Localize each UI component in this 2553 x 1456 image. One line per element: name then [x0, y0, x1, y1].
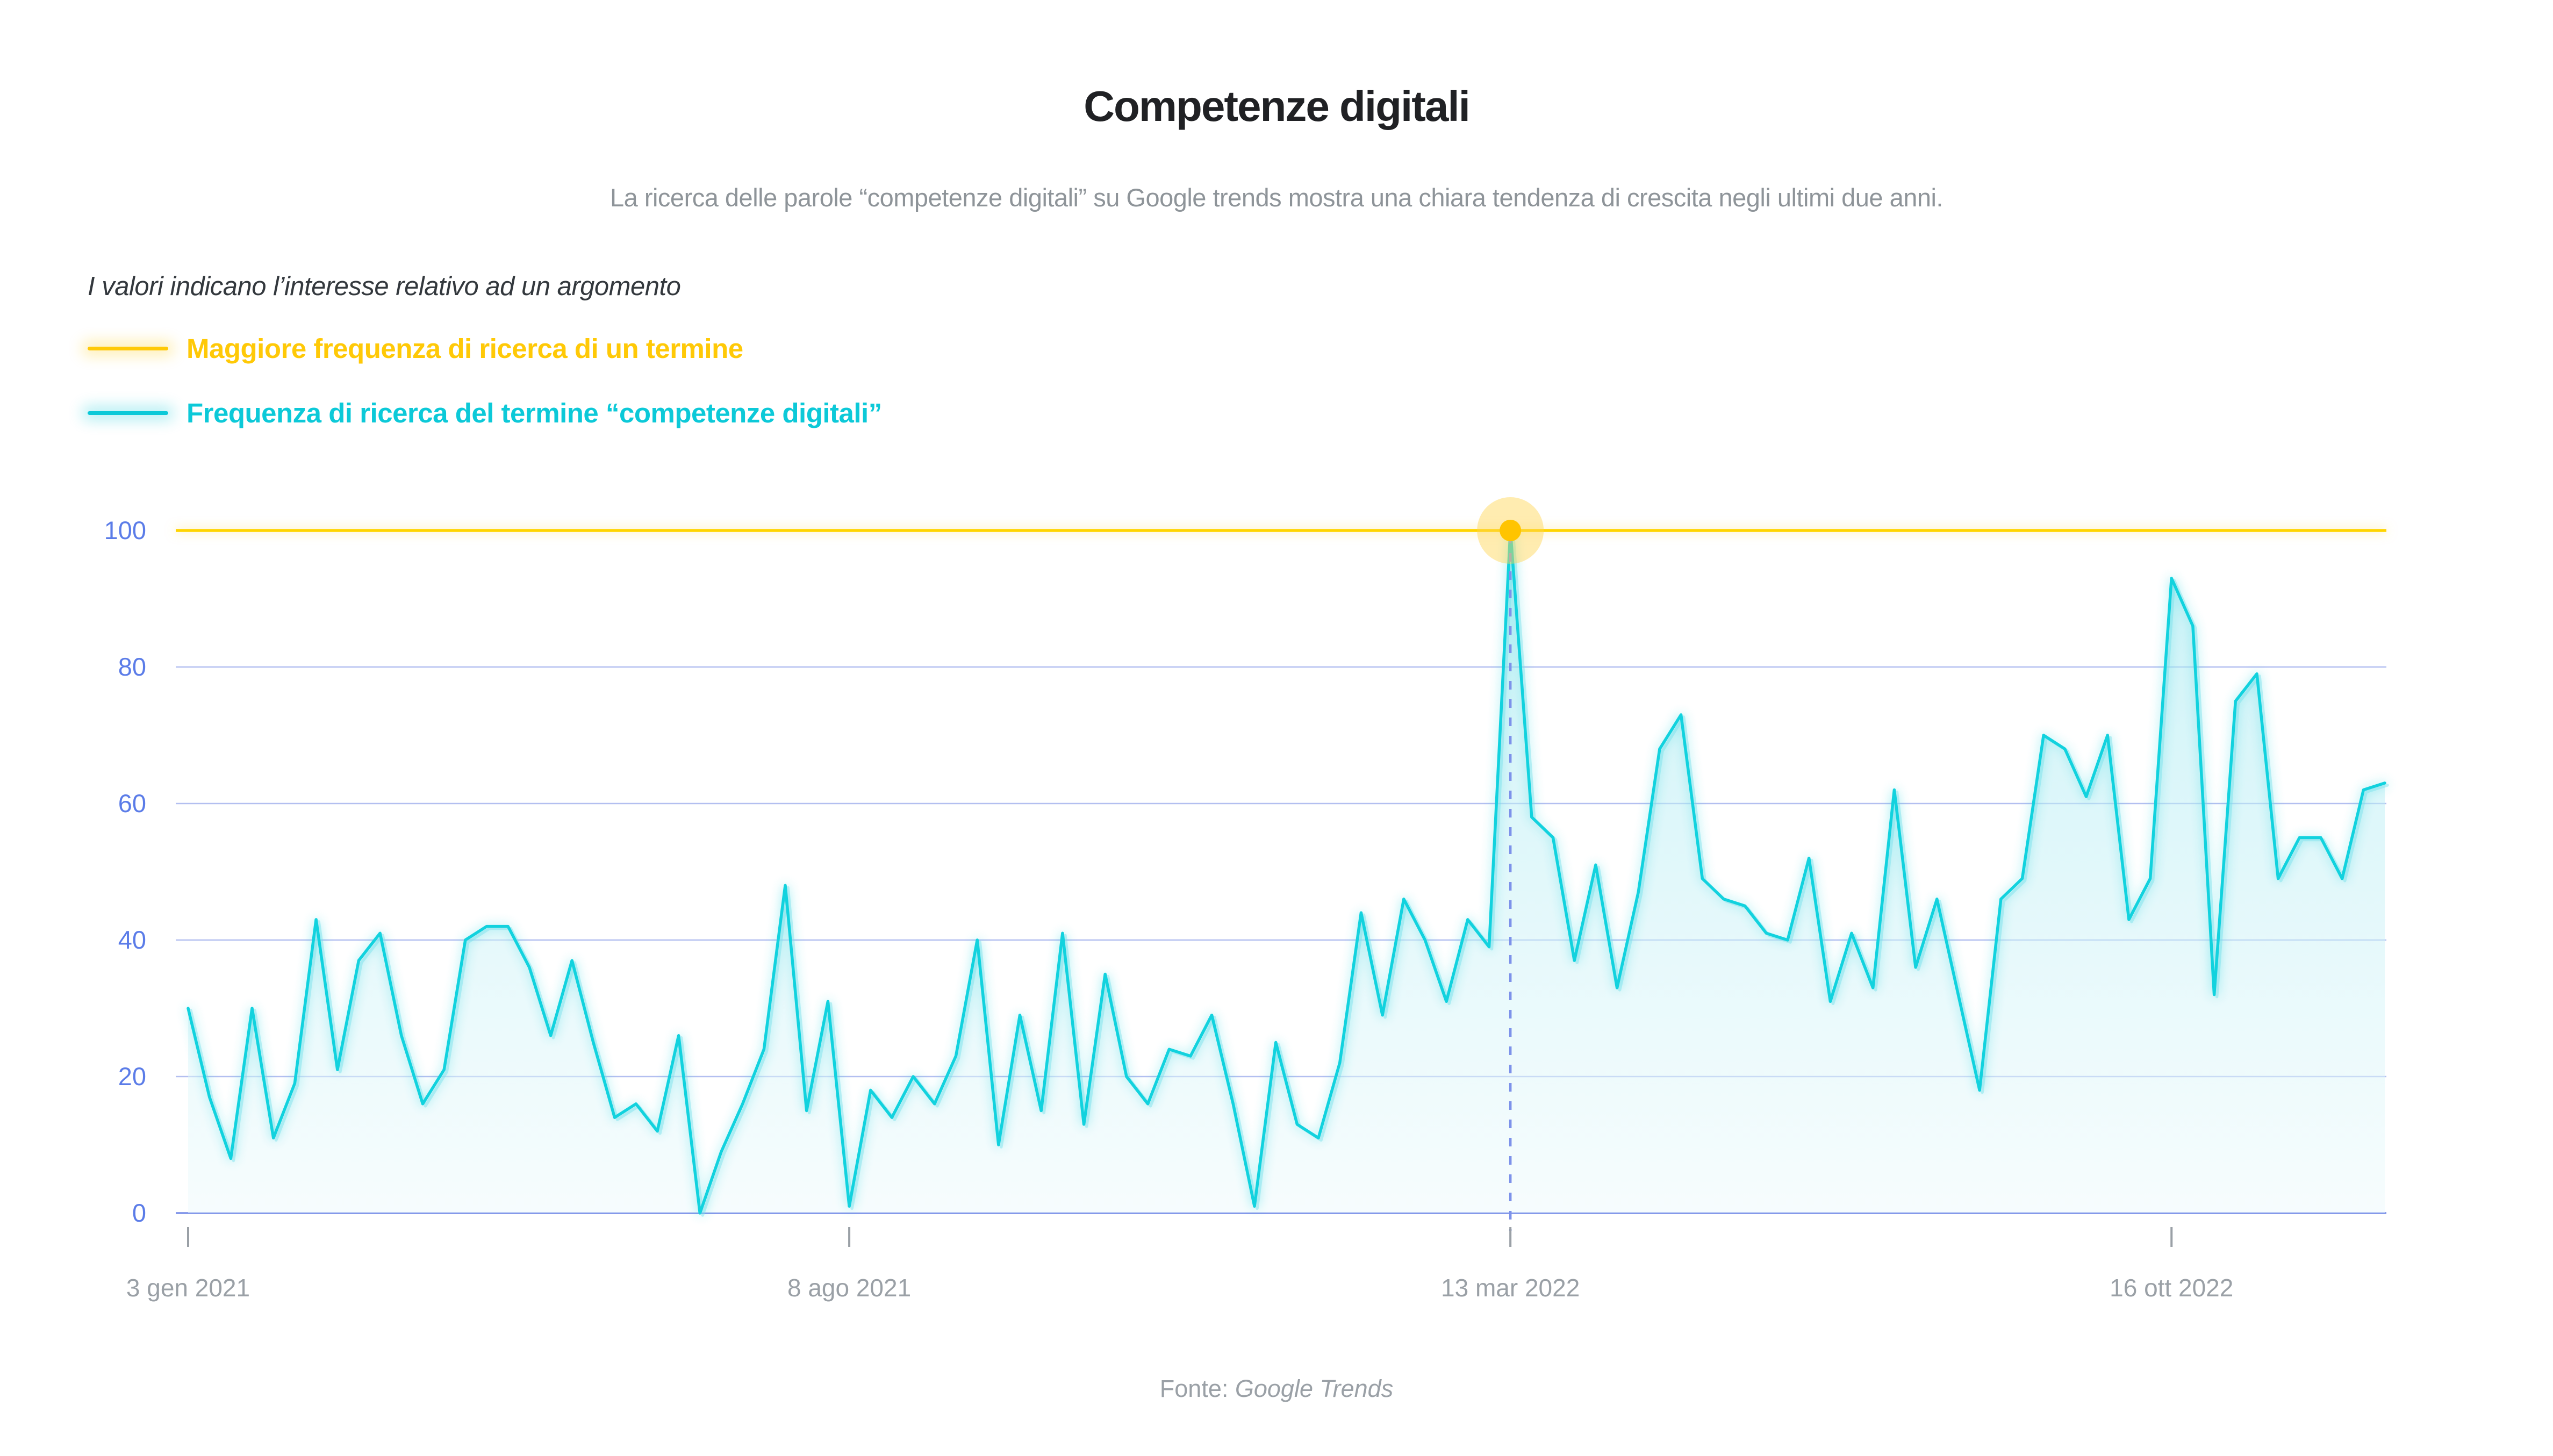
legend-label-max-frequency: Maggiore frequenza di ricerca di un term… [187, 333, 743, 364]
source-note: Fonte: Google Trends [0, 1375, 2553, 1403]
legend-item-term-frequency: Frequenza di ricerca del termine “compet… [88, 397, 882, 428]
legend-note: I valori indicano l’interesse relativo a… [88, 272, 681, 301]
y-axis-label: 60 [118, 789, 146, 817]
y-axis-label: 80 [118, 652, 146, 681]
y-axis-label: 40 [118, 926, 146, 954]
source-name: Google Trends [1235, 1375, 1394, 1402]
subtitle: La ricerca delle parole “competenze digi… [610, 183, 1944, 212]
page-title: Competenze digitali [1084, 82, 1471, 130]
peak-marker-dot [1500, 520, 1522, 541]
x-axis-label: 3 gen 2021 [126, 1274, 250, 1302]
y-axis-label: 0 [132, 1199, 146, 1227]
series-area [188, 530, 2385, 1213]
series-line [187, 529, 2386, 1215]
x-axis-label: 13 mar 2022 [1441, 1274, 1580, 1302]
x-axis-label: 8 ago 2021 [787, 1274, 911, 1302]
y-axis-label: 100 [104, 516, 146, 544]
x-axis-label: 16 ott 2022 [2110, 1274, 2233, 1302]
y-axis-label: 20 [118, 1062, 146, 1091]
legend-label-term-frequency: Frequenza di ricerca del termine “compet… [187, 397, 882, 428]
yellow-line-swatch [88, 346, 168, 350]
legend-item-max-frequency: Maggiore frequenza di ricerca di un term… [88, 333, 882, 364]
cyan-line-swatch [88, 411, 168, 415]
legend: I valori indicano l’interesse relativo a… [88, 271, 882, 462]
source-prefix: Fonte: [1159, 1375, 1229, 1402]
